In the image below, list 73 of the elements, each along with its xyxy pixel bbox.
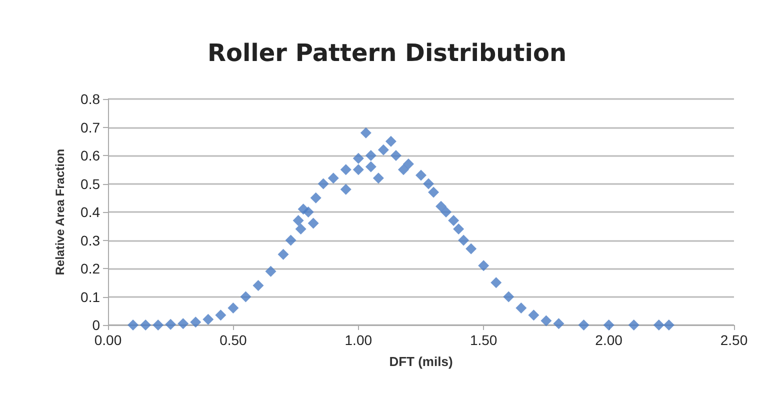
point (390, 150, 402, 161)
x-tick-label: 0.00 (94, 332, 122, 348)
point (540, 315, 552, 326)
point (310, 192, 322, 204)
point (628, 320, 640, 330)
point (318, 178, 329, 190)
point (140, 320, 152, 330)
point (378, 144, 389, 156)
point (453, 223, 464, 234)
point (478, 260, 490, 272)
point (252, 280, 264, 291)
point (466, 243, 477, 254)
point (178, 318, 189, 330)
y-tick-label: 0.2 (80, 260, 100, 276)
point (365, 150, 376, 161)
point (402, 158, 414, 170)
point (328, 172, 339, 184)
point (228, 302, 239, 314)
point (553, 318, 564, 330)
point (458, 234, 470, 246)
point (365, 161, 376, 172)
x-tick-label: 1.00 (344, 332, 372, 348)
point (603, 320, 614, 330)
point (302, 206, 314, 218)
point (528, 310, 540, 321)
point (423, 178, 434, 190)
x-tick-label: 2.50 (720, 332, 748, 348)
point (352, 152, 364, 164)
point (360, 127, 372, 138)
x-axis-title: DFT (mils) (389, 354, 453, 369)
y-tick-label: 0.7 (80, 119, 100, 136)
point (490, 277, 502, 288)
point (372, 172, 384, 184)
point (416, 170, 426, 181)
point (428, 186, 440, 198)
y-tick-label: 0.1 (80, 288, 100, 305)
y-tick-label: 0.5 (80, 176, 100, 192)
point (265, 266, 276, 277)
point (340, 164, 352, 176)
point (295, 223, 306, 234)
point (516, 302, 527, 314)
point (190, 316, 202, 328)
y-tick-label: 0.3 (80, 232, 100, 248)
y-tick-label: 0.8 (80, 91, 100, 107)
y-tick-label: 0.4 (80, 204, 100, 220)
y-tick-label: 0 (92, 317, 100, 333)
point (165, 318, 176, 330)
point (215, 310, 226, 321)
point (340, 184, 352, 195)
point (436, 200, 447, 212)
point (285, 234, 296, 246)
point (240, 291, 252, 302)
point (292, 214, 304, 226)
point (440, 206, 452, 218)
point (352, 164, 364, 176)
point (398, 164, 409, 176)
point (308, 218, 319, 229)
point (152, 320, 164, 330)
point (128, 320, 139, 330)
chart-title: Roller Pattern Distribution (207, 39, 567, 67)
point (278, 248, 289, 260)
point (503, 291, 514, 302)
point (578, 320, 590, 330)
x-tick-label: 1.50 (470, 332, 498, 348)
point (448, 214, 460, 226)
point (202, 314, 214, 325)
y-tick-label: 0.6 (80, 148, 100, 164)
point (653, 320, 664, 330)
x-tick-label: 0.50 (220, 332, 248, 348)
point (385, 136, 396, 147)
x-tick-label: 2.00 (595, 332, 623, 348)
point (663, 320, 674, 330)
y-axis-title: Relative Area Fraction (53, 148, 67, 276)
